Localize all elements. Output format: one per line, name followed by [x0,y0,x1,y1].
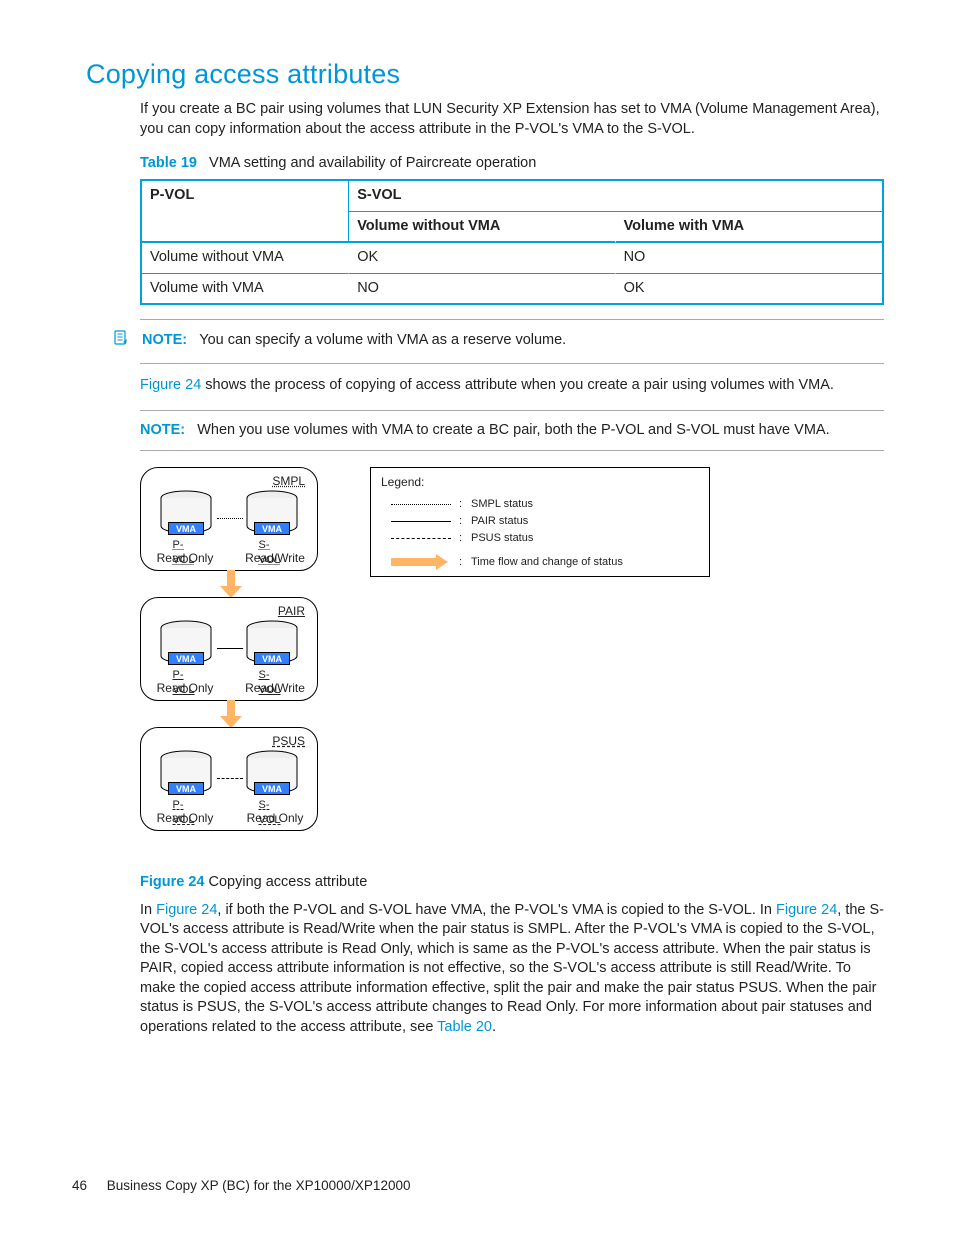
note2-block: NOTE: When you use volumes with VMA to c… [140,410,884,452]
rw-left: Read Only [145,680,225,696]
table19-label: Table 19 [140,155,197,171]
table-row: Volume without VMA OK NO [142,243,882,274]
state-box-psus: PSUS VMA P-VOL VMA S-VOL Read Only Read … [140,727,318,831]
figure24-label: Figure 24 [140,874,204,890]
note1-text: You can specify a volume with VMA as a r… [199,332,566,348]
table19-caption: Table 19 VMA setting and availability of… [140,154,884,174]
legend: Legend: : SMPL status : PAIR status : PS… [370,467,710,577]
legend-line-icon [391,538,451,539]
state-box-pair: PAIR VMA P-VOL VMA S-VOL Read Only Read/… [140,597,318,701]
legend-arrow-icon [391,554,448,570]
state-label: PSUS [272,733,305,749]
cell-c1: NO [349,274,615,304]
legend-text: Time flow and change of status [471,555,623,570]
vma-tag: VMA [168,522,204,535]
page-number: 46 [72,1178,87,1193]
pair-link [217,518,243,519]
vma-tag: VMA [168,652,204,665]
legend-line-icon [391,521,451,522]
explanation-paragraph: In Figure 24, if both the P-VOL and S-VO… [140,901,884,1038]
cell-c2: NO [616,243,882,274]
state-label: PAIR [278,603,305,619]
rw-right: Read Only [235,810,315,826]
figure24-caption: Figure 24 Copying access attribute [140,873,884,893]
cell-pvol: Volume without VMA [142,243,349,274]
section-heading: Copying access attributes [86,56,884,92]
page-footer: 46 Business Copy XP (BC) for the XP10000… [72,1177,410,1195]
figure24-link[interactable]: Figure 24 [776,902,837,918]
rw-left: Read Only [145,550,225,566]
cell-c2: OK [616,274,882,304]
intro-paragraph: If you create a BC pair using volumes th… [140,100,884,139]
th-pvol: P-VOL [142,181,349,243]
legend-row-pair: : PAIR status [381,513,699,530]
figure24-lead: Figure 24 shows the process of copying o… [140,376,884,396]
figure24-caption-text: Copying access attribute [209,874,368,890]
vma-tag: VMA [168,782,204,795]
legend-row-smpl: : SMPL status [381,496,699,513]
legend-row-flow: : Time flow and change of status [381,551,699,573]
state-box-smpl: SMPL VMA P-VOL VMA S-VOL Read Only Read/… [140,467,318,571]
figure24-link[interactable]: Figure 24 [156,902,217,918]
legend-title: Legend: [381,474,699,490]
note-icon [114,330,128,353]
table-row: Volume with VMA NO OK [142,274,882,304]
note1-block: NOTE: You can specify a volume with VMA … [140,319,884,364]
pair-link [217,648,243,649]
figure24-link[interactable]: Figure 24 [140,377,201,393]
doc-title: Business Copy XP (BC) for the XP10000/XP… [107,1178,411,1193]
figure24-lead-text: shows the process of copying of access a… [201,377,834,393]
vma-tag: VMA [254,782,290,795]
vma-tag: VMA [254,522,290,535]
table20-link[interactable]: Table 20 [437,1019,492,1035]
legend-line-icon [391,504,451,505]
note2-label: NOTE: [140,422,185,438]
rw-left: Read Only [145,810,225,826]
note2-text: When you use volumes with VMA to create … [197,422,829,438]
figure24-diagram: SMPL VMA P-VOL VMA S-VOL Read Only Read/… [140,467,740,867]
state-label: SMPL [272,473,305,489]
cylinder-svol: VMA S-VOL [245,490,299,534]
note1-label: NOTE: [142,332,187,348]
legend-text: SMPL status [471,497,533,512]
cylinder-svol: VMA S-VOL [245,620,299,664]
legend-row-psus: : PSUS status [381,530,699,547]
cylinder-pvol: VMA P-VOL [159,490,213,534]
cylinder-pvol: VMA P-VOL [159,620,213,664]
th-without-vma: Volume without VMA [349,212,615,244]
rw-right: Read/Write [235,680,315,696]
flow-arrow [220,570,242,598]
legend-text: PAIR status [471,514,528,529]
cell-c1: OK [349,243,615,274]
th-svol: S-VOL [349,181,882,212]
cell-pvol: Volume with VMA [142,274,349,304]
rw-right: Read/Write [235,550,315,566]
cylinder-svol: VMA S-VOL [245,750,299,794]
table19: P-VOL S-VOL Volume without VMA Volume wi… [140,179,884,305]
table19-caption-text: VMA setting and availability of Paircrea… [209,155,536,171]
legend-text: PSUS status [471,531,533,546]
vma-tag: VMA [254,652,290,665]
flow-arrow [220,700,242,728]
pair-link [217,778,243,779]
cylinder-pvol: VMA P-VOL [159,750,213,794]
th-with-vma: Volume with VMA [616,212,882,244]
